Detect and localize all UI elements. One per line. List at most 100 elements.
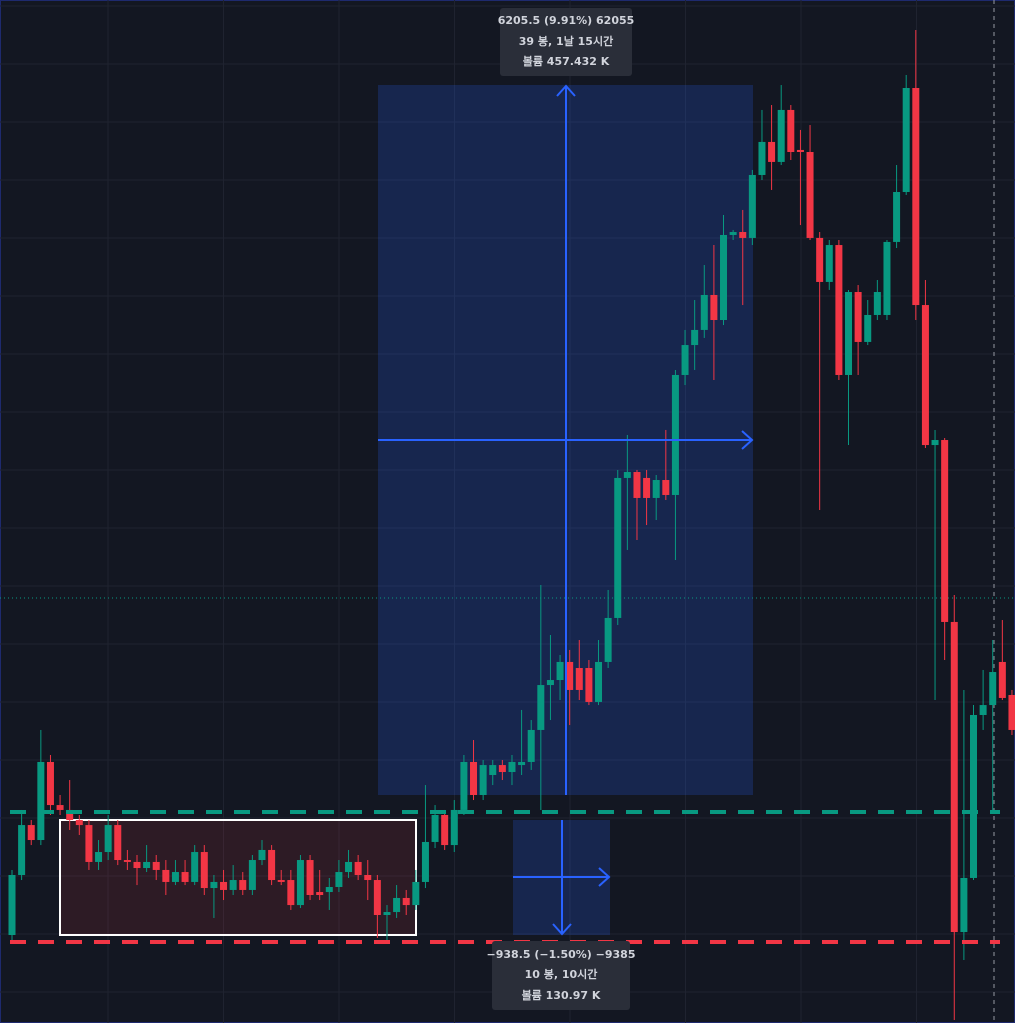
- candle-body: [220, 881, 228, 890]
- candle-body: [729, 232, 737, 235]
- candle-body: [85, 825, 93, 862]
- candle-body: [739, 232, 747, 238]
- tooltip-text: 볼륨 130.97 K: [522, 989, 601, 1002]
- candle-body: [441, 814, 449, 846]
- candle-body: [662, 480, 670, 495]
- candle-body: [700, 294, 708, 330]
- candle-body: [979, 705, 987, 715]
- candle-body: [950, 621, 958, 933]
- candle-body: [989, 672, 997, 706]
- candle-body: [383, 912, 391, 915]
- candle-body: [354, 861, 362, 875]
- candle-body: [671, 374, 679, 495]
- candle-body: [239, 880, 247, 890]
- candle-body: [556, 661, 564, 681]
- candle-body: [921, 305, 929, 446]
- candle-body: [835, 245, 843, 375]
- candles: [8, 29, 1015, 1021]
- candle-body: [768, 141, 776, 162]
- candle-body: [508, 761, 516, 773]
- candle-body: [210, 881, 218, 889]
- tooltip-text: 볼륨 457.432 K: [523, 55, 610, 68]
- measure-arrows: [378, 84, 754, 936]
- candle-body: [960, 877, 968, 933]
- candle-body: [450, 809, 458, 846]
- candle-body: [393, 897, 401, 913]
- candle-body: [37, 761, 45, 841]
- candle-body: [200, 852, 208, 889]
- candle-body: [787, 109, 795, 153]
- candle-body: [470, 761, 478, 795]
- candle-body: [287, 880, 295, 906]
- candle-body: [825, 245, 833, 282]
- candle-body: [95, 852, 103, 862]
- candle-body: [893, 192, 901, 242]
- candle-body: [325, 886, 333, 893]
- candle-body: [806, 152, 814, 238]
- candle-body: [537, 685, 545, 730]
- candle-body: [566, 661, 574, 690]
- candle-body: [421, 841, 429, 882]
- tooltip: [500, 8, 632, 76]
- candle-body: [345, 861, 353, 873]
- candle-body: [623, 472, 631, 478]
- candle-body: [614, 477, 622, 618]
- tooltip-text: 39 봉, 1날 15시간: [519, 34, 613, 48]
- candle-body: [796, 149, 804, 153]
- candle-body: [845, 292, 853, 375]
- candle-body: [1008, 694, 1015, 730]
- candle-body: [652, 480, 660, 498]
- candle-body: [66, 809, 74, 821]
- candle-body: [152, 861, 160, 870]
- candle-body: [46, 761, 54, 806]
- candle-body: [479, 765, 487, 795]
- candle-body: [412, 881, 420, 906]
- candle-body: [883, 241, 891, 315]
- candle-body: [575, 668, 583, 690]
- candle-body: [527, 729, 535, 762]
- candle-body: [941, 440, 949, 622]
- candle-body: [316, 892, 324, 895]
- candle-body: [306, 860, 314, 895]
- tooltip: [492, 941, 630, 1010]
- tooltip-text: 10 봉, 10시간: [525, 967, 598, 981]
- candle-body: [364, 874, 372, 881]
- candle-body: [143, 861, 151, 869]
- candle-body: [114, 825, 122, 861]
- candle-body: [710, 294, 718, 321]
- candle-body: [27, 825, 35, 841]
- candle-body: [518, 761, 526, 766]
- candle-body: [854, 292, 862, 342]
- candle-body: [229, 880, 237, 890]
- candle-body: [720, 234, 728, 321]
- tooltip-text: −938.5 (−1.50%) −9385: [487, 948, 636, 961]
- candle-body: [258, 849, 266, 861]
- candle-body: [643, 477, 651, 498]
- candle-body: [296, 860, 304, 906]
- candle-body: [873, 292, 881, 315]
- candle-body: [931, 440, 939, 446]
- tooltip-text: 6205.5 (9.91%) 62055: [498, 14, 635, 27]
- candle-body: [133, 861, 141, 869]
- candle-body: [912, 88, 920, 306]
- range-box: [59, 819, 417, 936]
- candle-body: [585, 668, 593, 702]
- candle-body: [335, 872, 343, 887]
- candle-body: [56, 805, 64, 810]
- candle-body: [681, 345, 689, 375]
- candle-body: [18, 825, 26, 875]
- candle-body: [777, 109, 785, 162]
- candle-body: [75, 820, 83, 826]
- candle-body: [604, 617, 612, 662]
- candle-body: [248, 860, 256, 890]
- candle-body: [268, 849, 276, 881]
- candle-body: [498, 765, 506, 773]
- candle-body: [998, 661, 1006, 698]
- candle-body: [104, 825, 112, 853]
- candle-body: [123, 860, 131, 862]
- candle-body: [373, 880, 381, 915]
- candle-body: [181, 872, 189, 882]
